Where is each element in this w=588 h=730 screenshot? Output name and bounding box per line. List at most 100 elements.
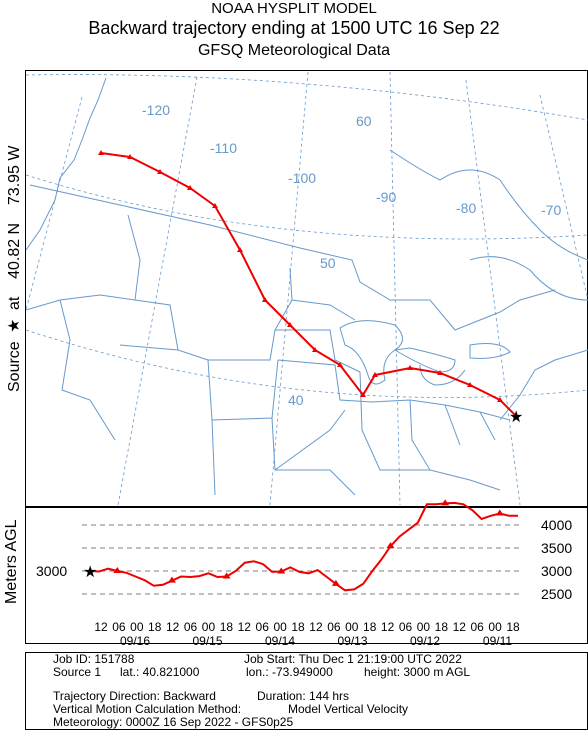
x-hour-label: 00	[202, 620, 216, 634]
altitude-marker	[495, 509, 504, 516]
source-lat: lat.: 40.821000	[120, 665, 200, 679]
lat-label-60: 60	[356, 113, 372, 129]
x-hour-label: 06	[399, 620, 413, 634]
duration: Duration: 144 hrs	[257, 689, 350, 703]
source-label-coords: at 40.82 N 73.95 W	[6, 145, 23, 310]
source-star-icon: ★	[6, 319, 23, 333]
trajectory: ★	[98, 150, 523, 426]
altitude-marker	[331, 579, 340, 586]
source-height: height: 3000 m AGL	[364, 665, 471, 679]
x-hour-label: 00	[130, 620, 144, 634]
source-lon: lon.: -73.949000	[246, 665, 333, 679]
model-title: NOAA HYSPLIT MODEL	[211, 0, 377, 17]
x-hour-label: 12	[238, 620, 252, 634]
vertical-motion-value: Model Vertical Velocity	[288, 702, 409, 716]
trajectory-marker	[127, 154, 133, 159]
lon-label-90: -90	[376, 189, 396, 205]
x-hour-label: 18	[148, 620, 162, 634]
source-height-label: 3000	[36, 563, 67, 579]
x-date-label: 09/16	[120, 634, 150, 648]
trajectory-marker	[467, 382, 473, 387]
x-hour-label: 06	[112, 620, 126, 634]
trajectory-marker	[98, 150, 104, 155]
altitude-marker	[386, 542, 395, 549]
x-date-label: 09/12	[410, 634, 440, 648]
x-hour-label: 00	[345, 620, 359, 634]
x-date-label: 09/13	[337, 634, 367, 648]
trajectory-marker	[407, 365, 413, 370]
parallel-60	[25, 74, 588, 121]
eastern-states	[359, 349, 588, 491]
x-hour-label: 12	[453, 620, 467, 634]
altitude-marker	[167, 576, 176, 583]
x-hour-label: 18	[363, 620, 377, 634]
lat-label-40: 40	[288, 392, 304, 408]
y-tick-label: 3500	[541, 540, 572, 556]
trajectory-marker	[312, 347, 318, 352]
graticule	[25, 71, 588, 506]
lon-label-80: -80	[456, 200, 476, 216]
x-hour-label: 12	[94, 620, 108, 634]
meridian-70	[539, 94, 588, 301]
altitude-panel: 2500 3000 3500 4000 ★ 3000	[36, 499, 572, 602]
meridian-120	[25, 96, 83, 311]
boundaries	[25, 77, 588, 496]
altitude-marker	[277, 567, 286, 574]
central-states	[274, 299, 373, 496]
source-number: Source 1	[53, 665, 102, 679]
source-label-text: Source	[6, 341, 23, 392]
trajectory-marker	[212, 203, 218, 208]
x-date-label: 09/15	[192, 634, 222, 648]
job-id: Job ID: 151788	[53, 652, 135, 666]
trajectory-marker	[513, 413, 519, 418]
meridian-80	[465, 79, 521, 506]
x-hour-label: 06	[327, 620, 341, 634]
map-area: -120 -110 -100 -90 -80 -70 60 50 40 ★	[25, 71, 588, 506]
meridian-110	[117, 76, 198, 506]
trajectory-marker	[437, 370, 443, 375]
x-hour-label: 06	[256, 620, 270, 634]
trajectory-direction: Trajectory Direction: Backward	[53, 689, 216, 703]
x-hour-label: 18	[506, 620, 520, 634]
lon-label-100: -100	[288, 170, 316, 186]
trajectory-marker	[262, 297, 268, 302]
trajectory-marker	[337, 362, 343, 367]
x-hour-label: 12	[166, 620, 180, 634]
lat-label-50: 50	[320, 255, 336, 271]
vertical-motion-method: Vertical Motion Calculation Method:	[53, 702, 242, 716]
trajectory-marker	[372, 372, 378, 377]
altitude-marker	[113, 567, 122, 573]
x-hour-label: 06	[184, 620, 198, 634]
y-tick-label: 4000	[541, 517, 572, 533]
parallel-40	[25, 329, 588, 398]
trajectory-marker	[187, 185, 193, 190]
trajectory-marker	[497, 397, 503, 402]
source-label: Source ★ at 40.82 N 73.95 W	[6, 145, 23, 392]
northern-coast	[389, 149, 588, 301]
x-hour-label: 06	[470, 620, 484, 634]
y-tick-label: 2500	[541, 586, 572, 602]
x-hour-label: 00	[273, 620, 287, 634]
x-hour-label: 00	[417, 620, 431, 634]
trajectory-marker	[237, 247, 243, 252]
y-axis-label: Meters AGL	[3, 519, 20, 604]
meridian-100	[269, 71, 309, 506]
data-title: GFSQ Meteorological Data	[197, 42, 391, 59]
altitude-marker	[441, 499, 450, 506]
pacific-coast	[25, 77, 107, 251]
lon-label-120: -120	[142, 102, 170, 118]
x-date-label: 09/14	[265, 634, 295, 648]
great-lakes	[339, 320, 511, 386]
altitude-marker	[222, 572, 231, 579]
x-hour-label: 12	[381, 620, 395, 634]
x-hour-label: 18	[220, 620, 234, 634]
x-hour-label: 18	[291, 620, 305, 634]
altitude-start-star-icon: ★	[83, 564, 97, 581]
lon-label-70: -70	[541, 202, 561, 218]
lon-label-110: -110	[210, 140, 237, 156]
parallel-50	[25, 174, 588, 240]
canada-us-border	[29, 184, 556, 331]
meteorology: Meteorology: 0000Z 16 Sep 2022 - GFS0p25	[53, 715, 294, 729]
meridian-90	[389, 71, 401, 506]
